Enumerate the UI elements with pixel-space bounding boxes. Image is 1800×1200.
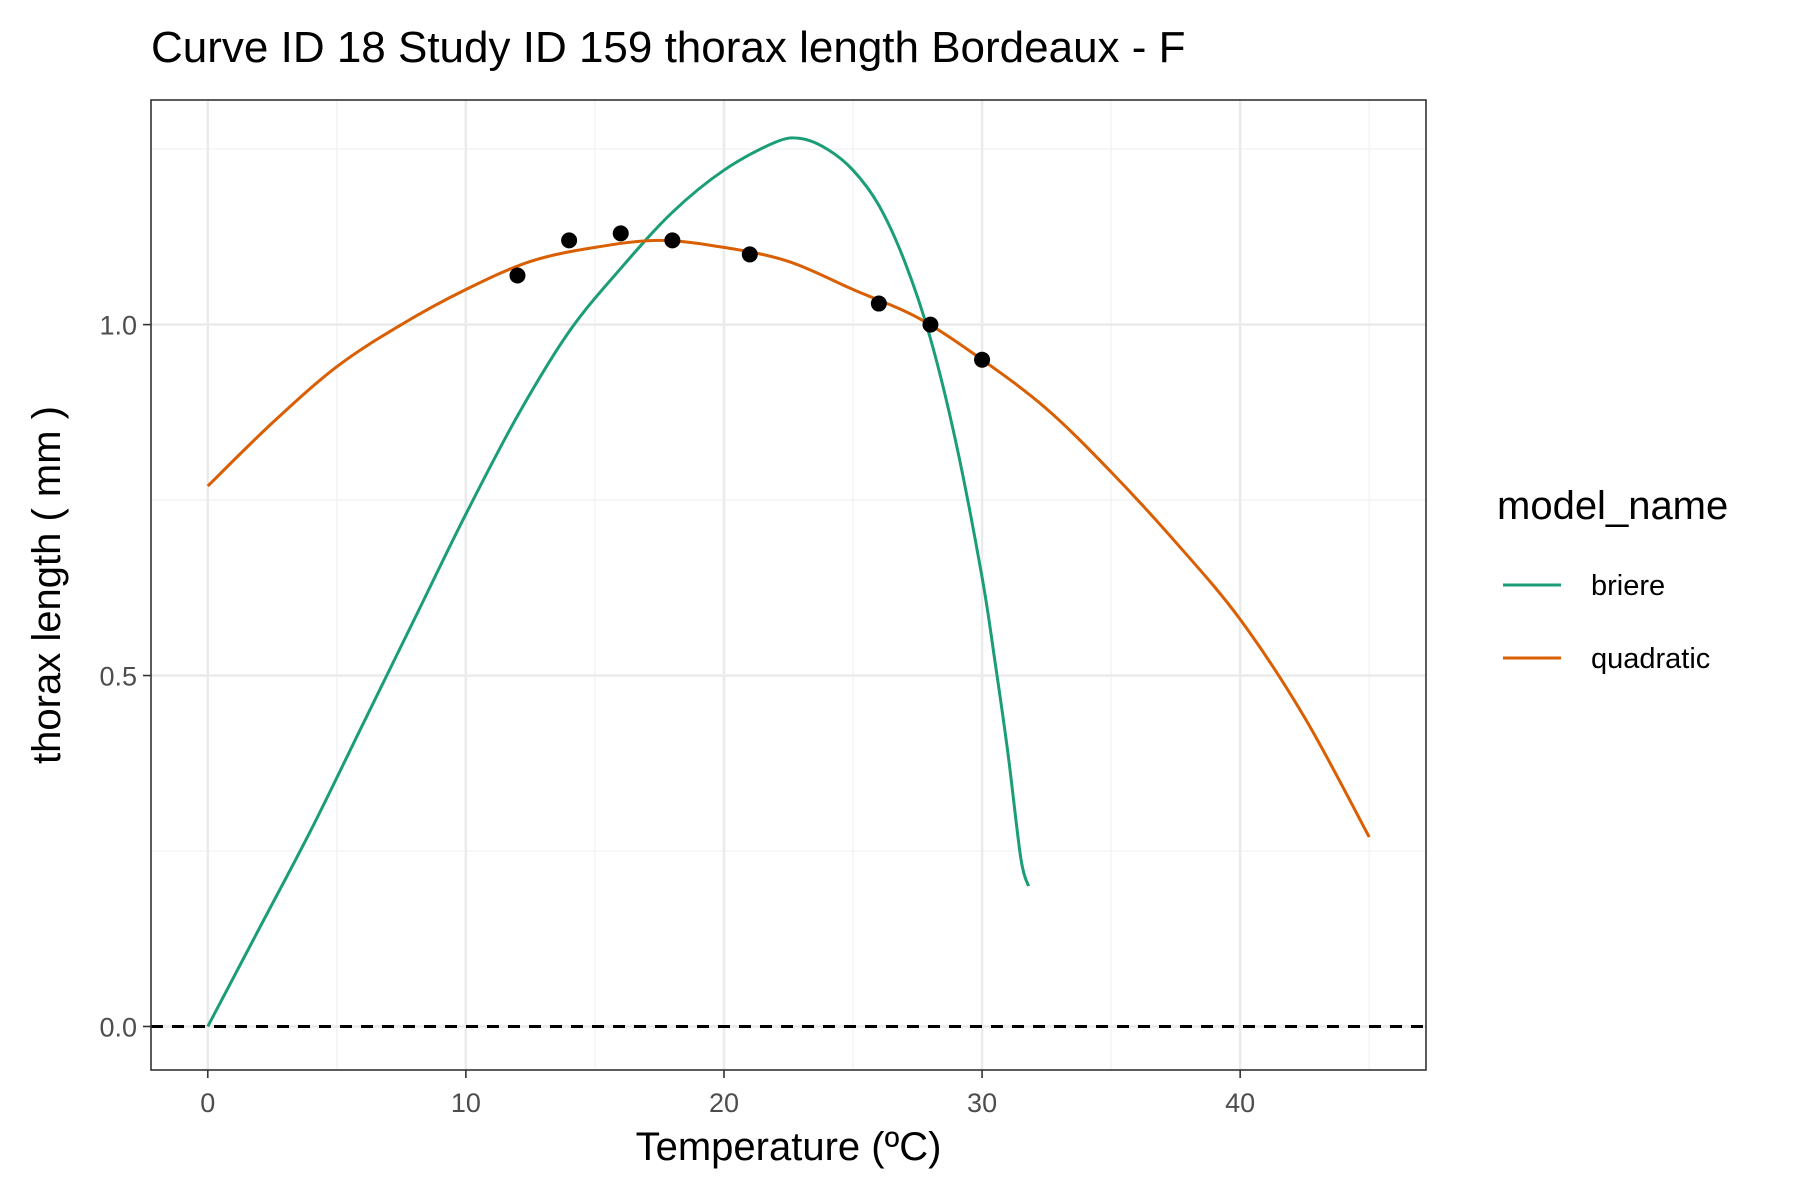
data-point [741,246,758,263]
x-tick-label: 40 [1225,1088,1255,1118]
legend-label-quadratic: quadratic [1591,643,1710,675]
data-point [974,351,991,368]
plot-panel [150,99,1427,1071]
y-axis-title: thorax length ( mm ) [25,406,69,764]
data-point [870,295,887,312]
data-points [509,225,991,368]
y-tick-label: 0.0 [99,1012,137,1042]
series-lines [206,136,1371,1028]
x-tick-label: 20 [709,1088,739,1118]
x-axis: 0 10 20 30 40 [200,1070,1255,1118]
panel-border [150,99,1427,1071]
data-point [612,225,629,242]
legend-title: model_name [1497,484,1728,528]
x-axis-title: Temperature (ºC) [636,1125,942,1169]
y-tick-label: 1.0 [99,311,137,341]
x-tick-label: 0 [200,1088,215,1118]
x-tick-label: 30 [967,1088,997,1118]
legend-entries: briere quadratic [1503,570,1710,675]
data-point [922,316,939,333]
series-line-briere [206,136,1030,1028]
chart-title: Curve ID 18 Study ID 159 thorax length B… [151,23,1186,72]
grid-minor [151,100,1426,1070]
series-line-quadratic [206,238,1371,838]
y-tick-label: 0.5 [99,662,137,692]
legend-label-briere: briere [1591,570,1665,602]
data-point [664,232,681,249]
x-tick-label: 10 [451,1088,481,1118]
data-point [509,267,526,284]
data-point [561,232,578,249]
legend: model_name briere quadratic [1497,484,1728,675]
y-axis: 0.0 0.5 1.0 [99,311,151,1042]
